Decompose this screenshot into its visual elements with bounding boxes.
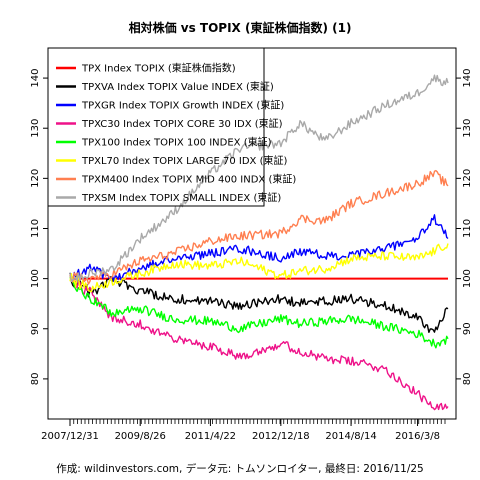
x-tick-label-2: 2011/4/22: [185, 431, 236, 442]
legend: TPX Index TOPIX (東証株価指数) TPXVA Index TOPI…: [47, 47, 296, 207]
legend-label-5: TPX100 Index TOPIX 100 INDEX (東証): [81, 136, 272, 149]
axis-layer: 80 80 90 90 100 100 110 110 120 120 130 130 140 140 20…: [30, 69, 473, 442]
legend-label-2: TPXVA Index TOPIX Value INDEX (東証): [81, 80, 274, 93]
x-tick-label-4: 2014/8/14: [325, 431, 376, 442]
legend-label-3: TPXGR Index TOPIX Growth INDEX (東証): [81, 99, 284, 112]
x-tick-label-5: 2016/3/8: [395, 431, 440, 442]
series-line-4: [69, 274, 449, 411]
y-tick-label-left-4: 120: [30, 169, 41, 188]
x-tick-label-0: 2007/12/31: [41, 431, 99, 442]
legend-label-4: TPXC30 Index TOPIX CORE 30 IDX (東証): [81, 117, 283, 130]
legend-label-7: TPXM400 Index TOPIX MID 400 INDX (東証): [81, 173, 296, 186]
x-tick-label-3: 2012/12/18: [252, 431, 310, 442]
legend-box: [47, 47, 265, 207]
y-tick-label-left-0: 80: [30, 373, 41, 386]
series-line-7: [69, 169, 449, 285]
y-tick-label-left-2: 100: [30, 269, 41, 288]
plot-layer: [69, 74, 449, 411]
x-tick-label-1: 2009/8/26: [115, 431, 166, 442]
series-line-3: [69, 214, 449, 283]
chart-title: 相対株価 vs TOPIX (東証株価指数) (1): [129, 20, 352, 35]
series-line-6: [69, 243, 449, 293]
x-minor-ticks: [69, 419, 446, 424]
y-tick-label-left-6: 140: [30, 69, 41, 88]
series-line-2: [69, 272, 449, 333]
y-tick-label-right-0: 80: [462, 373, 473, 386]
y-tick-label-right-5: 130: [462, 119, 473, 138]
y-tick-label-right-3: 110: [462, 219, 473, 238]
series-line-5: [69, 276, 449, 349]
y-tick-label-left-5: 130: [30, 119, 41, 138]
y-tick-label-left-1: 90: [30, 322, 41, 335]
y-tick-label-right-4: 120: [462, 169, 473, 188]
legend-label-8: TPXSM Index TOPIX SMALL INDEX (東証): [81, 191, 281, 204]
y-tick-label-left-3: 110: [30, 219, 41, 238]
y-tick-label-right-6: 140: [462, 69, 473, 88]
legend-label-1: TPX Index TOPIX (東証株価指数): [81, 62, 236, 75]
chart-footer: 作成: wildinvestors.com, データ元: トムソンロイター, 最…: [56, 462, 423, 475]
series-line-8: [69, 74, 449, 283]
legend-label-6: TPXL70 Index TOPIX LARGE 70 IDX (東証): [81, 154, 287, 167]
y-tick-label-right-1: 90: [462, 322, 473, 335]
y-tick-label-right-2: 100: [462, 269, 473, 288]
